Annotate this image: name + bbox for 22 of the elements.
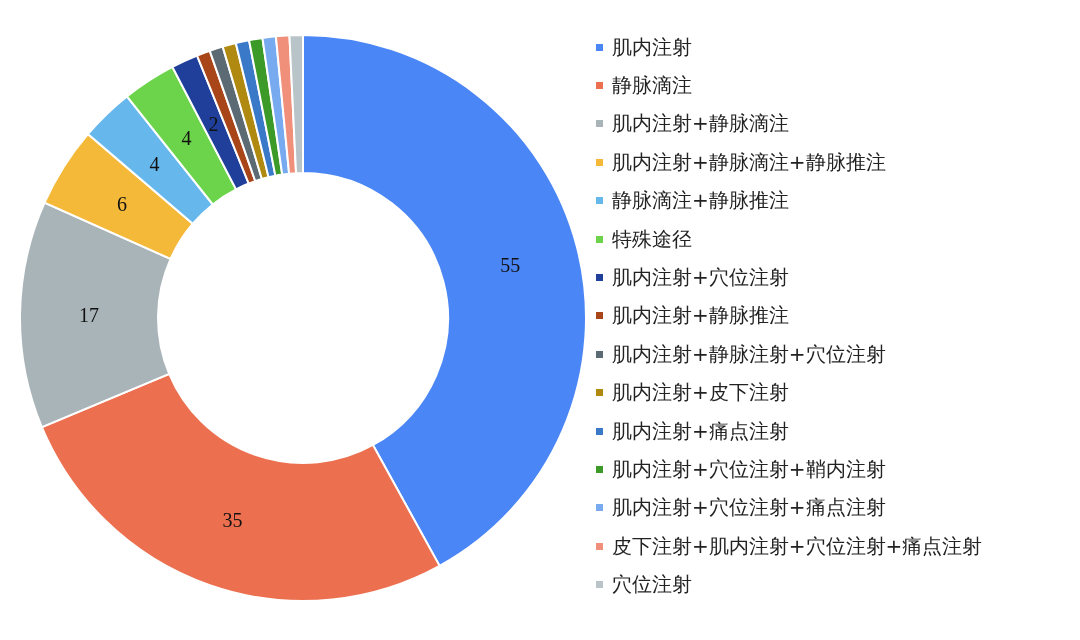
legend-label: 穴位注射 — [612, 571, 692, 599]
data-label: 4 — [181, 127, 192, 150]
legend-label: 特殊途径 — [612, 225, 692, 253]
data-label: 6 — [117, 192, 128, 215]
legend-label: 肌内注射+静脉滴注+静脉推注 — [612, 148, 886, 176]
data-label: 2 — [208, 112, 219, 135]
data-label: 35 — [222, 509, 243, 532]
data-label: 55 — [500, 253, 521, 276]
data-label: 4 — [149, 152, 160, 175]
legend-label: 肌内注射+静脉推注 — [612, 302, 789, 330]
legend-label: 皮下注射+肌内注射+穴位注射+痛点注射 — [612, 532, 983, 560]
legend-label: 静脉滴注 — [612, 72, 692, 100]
legend-label: 静脉滴注+静脉推注 — [612, 187, 789, 215]
legend-label: 肌内注射+痛点注射 — [612, 417, 789, 445]
legend-label: 肌内注射+穴位注射+痛点注射 — [612, 494, 886, 522]
legend-label: 肌内注射+静脉注射+穴位注射 — [612, 340, 886, 368]
legend-label: 肌内注射+皮下注射 — [612, 379, 789, 407]
data-label: 17 — [79, 304, 100, 327]
legend-label: 肌内注射+静脉滴注 — [612, 110, 789, 138]
legend-label: 肌内注射+穴位注射+鞘内注射 — [612, 456, 886, 483]
legend-label: 肌内注射 — [612, 33, 692, 61]
legend-label: 肌内注射+穴位注射 — [612, 264, 789, 292]
